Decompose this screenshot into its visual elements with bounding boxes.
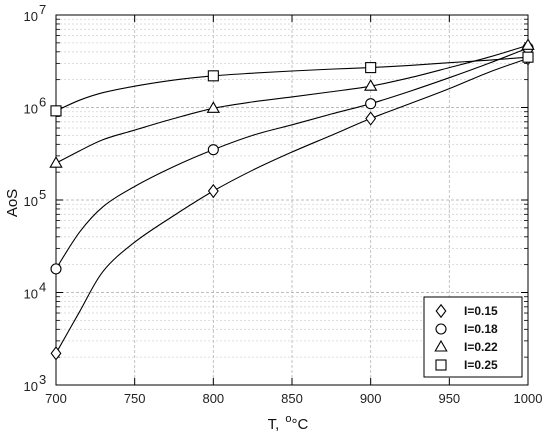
x-tick-label: 950 — [438, 391, 460, 406]
data-point-circle — [50, 263, 62, 275]
y-tick-label: 10 — [24, 102, 38, 117]
axis-ticks — [55, 14, 529, 386]
x-tick-label: 850 — [281, 391, 303, 406]
data-point-square — [522, 51, 534, 63]
data-point-diamond — [365, 111, 377, 126]
y-tick-exponent: 3 — [39, 372, 46, 387]
y-tick-base: 10 — [24, 379, 38, 394]
x-tick-labels: 700 750 800 850 900 950 1000 — [45, 391, 542, 406]
legend: I=0.15 I=0.18 I=0.22 I=0.25 — [423, 296, 523, 378]
data-point-circle — [365, 98, 377, 110]
y-tick-exponent: 4 — [39, 280, 46, 295]
y-tick-exponent: 6 — [39, 95, 46, 110]
x-axis-title: T, o°C — [268, 413, 309, 433]
y-tick-label: 10 — [24, 379, 38, 394]
x-axis-unit: °C — [291, 416, 308, 433]
data-point-triangle — [49, 156, 63, 168]
y-tick-base: 10 — [24, 9, 38, 24]
x-tick-label: 800 — [202, 391, 224, 406]
x-tick-label: 750 — [124, 391, 146, 406]
data-point-square — [207, 70, 219, 82]
data-point-triangle — [521, 38, 535, 50]
x-tick-label: 900 — [360, 391, 382, 406]
y-tick-label: 10 — [24, 9, 38, 24]
data-point-diamond — [207, 183, 219, 199]
legend-label: I=0.25 — [464, 358, 498, 372]
y-tick-exponent: 7 — [39, 2, 46, 17]
legend-marker-diamond — [435, 303, 447, 319]
series-line-diamond — [55, 57, 529, 354]
y-tick-label: 10 — [24, 287, 38, 302]
x-tick-label: 700 — [45, 391, 67, 406]
legend-label: I=0.18 — [464, 322, 498, 336]
data-point-triangle — [363, 79, 378, 91]
data-point-square — [50, 105, 62, 117]
y-tick-base: 10 — [24, 194, 38, 209]
y-tick-label: 10 — [24, 194, 38, 209]
legend-marker-square — [435, 359, 447, 371]
series-markers — [49, 38, 535, 361]
y-tick-exponent: 5 — [39, 187, 46, 202]
y-tick-base: 10 — [24, 287, 38, 302]
series-line-triangle — [55, 44, 529, 164]
x-tick-label: 1000 — [514, 391, 543, 406]
data-point-circle — [207, 144, 219, 156]
data-point-square — [365, 62, 377, 74]
series-curves — [55, 44, 529, 354]
x-axis-unit-degree: o — [285, 413, 291, 425]
data-point-triangle — [206, 101, 221, 113]
legend-marker-triangle — [434, 339, 448, 352]
x-axis-title-text: T, — [268, 416, 280, 433]
legend-label: I=0.15 — [464, 304, 498, 318]
data-point-diamond — [50, 346, 62, 361]
legend-marker-circle — [435, 323, 447, 335]
series-line-square — [55, 56, 529, 112]
y-tick-base: 10 — [24, 102, 38, 117]
y-axis-title: AoS — [4, 189, 21, 217]
legend-label: I=0.22 — [464, 340, 498, 354]
series-line-circle — [55, 47, 529, 270]
